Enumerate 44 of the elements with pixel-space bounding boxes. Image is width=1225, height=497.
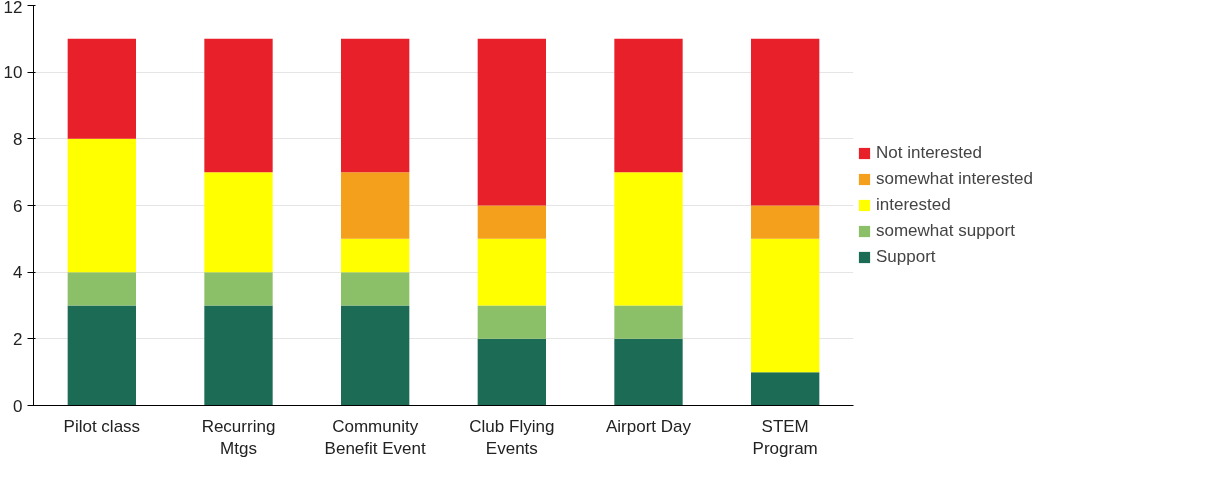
bar bbox=[477, 338, 546, 406]
bar bbox=[67, 305, 136, 406]
y-tick-label: 2 bbox=[13, 329, 23, 349]
bar bbox=[341, 38, 410, 173]
bar bbox=[477, 38, 546, 206]
bar bbox=[341, 305, 410, 406]
y-tick-label: 12 bbox=[3, 0, 23, 17]
legend-label: Not interested bbox=[876, 143, 982, 163]
bar bbox=[204, 305, 273, 406]
y-tick-label: 10 bbox=[3, 63, 23, 83]
x-tick-label: Pilot class bbox=[63, 416, 141, 436]
bar bbox=[477, 205, 546, 239]
bar bbox=[341, 172, 410, 239]
x-tick-label: Club Flying Events bbox=[469, 416, 555, 459]
bar bbox=[204, 38, 273, 173]
x-tick-label: STEM Program bbox=[752, 416, 818, 459]
bar bbox=[67, 38, 136, 139]
legend-label: somewhat interested bbox=[876, 169, 1033, 189]
bar bbox=[751, 38, 820, 206]
bar bbox=[67, 272, 136, 306]
bar bbox=[204, 272, 273, 306]
y-tick-label: 4 bbox=[13, 263, 23, 283]
bar bbox=[751, 205, 820, 239]
legend-label: somewhat support bbox=[876, 221, 1015, 241]
bar bbox=[341, 238, 410, 273]
bar bbox=[341, 272, 410, 306]
bar bbox=[614, 338, 683, 406]
bar bbox=[477, 238, 546, 306]
legend-label: Support bbox=[876, 247, 936, 267]
bar bbox=[67, 138, 136, 273]
bar bbox=[614, 38, 683, 173]
bar bbox=[204, 172, 273, 273]
bar bbox=[614, 305, 683, 339]
x-tick-label: Community Benefit Event bbox=[324, 416, 426, 459]
bar bbox=[751, 238, 820, 373]
x-tick-label: Airport Day bbox=[605, 416, 692, 436]
x-tick-label: Recurring Mtgs bbox=[201, 416, 276, 459]
y-tick-label: 8 bbox=[13, 129, 23, 149]
legend-label: interested bbox=[876, 195, 951, 215]
bar bbox=[751, 372, 820, 406]
y-tick-label: 6 bbox=[13, 196, 23, 216]
bar bbox=[477, 305, 546, 339]
y-tick-label: 0 bbox=[13, 396, 23, 416]
bar bbox=[614, 172, 683, 306]
